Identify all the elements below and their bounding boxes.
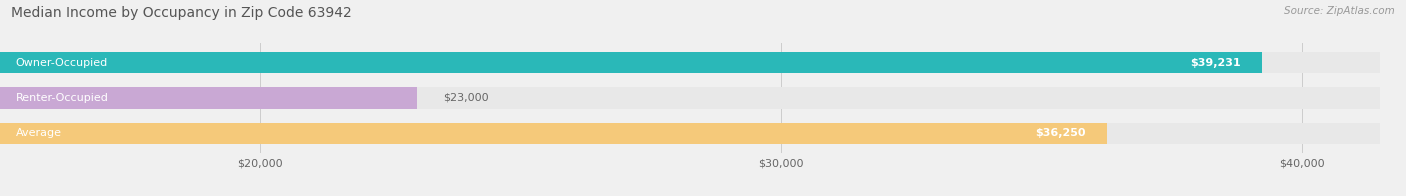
Text: $36,250: $36,250 [1035, 128, 1085, 138]
Text: Source: ZipAtlas.com: Source: ZipAtlas.com [1284, 6, 1395, 16]
Bar [0, 87, 1379, 109]
Text: Average: Average [15, 128, 62, 138]
Bar [0, 52, 1379, 73]
Text: $39,231: $39,231 [1191, 58, 1241, 68]
Bar [0, 52, 1261, 73]
Bar [0, 123, 1107, 144]
Text: Owner-Occupied: Owner-Occupied [15, 58, 108, 68]
Text: Renter-Occupied: Renter-Occupied [15, 93, 108, 103]
Text: $23,000: $23,000 [443, 93, 488, 103]
Bar [0, 87, 416, 109]
Bar [0, 123, 1379, 144]
Text: Median Income by Occupancy in Zip Code 63942: Median Income by Occupancy in Zip Code 6… [11, 6, 352, 20]
